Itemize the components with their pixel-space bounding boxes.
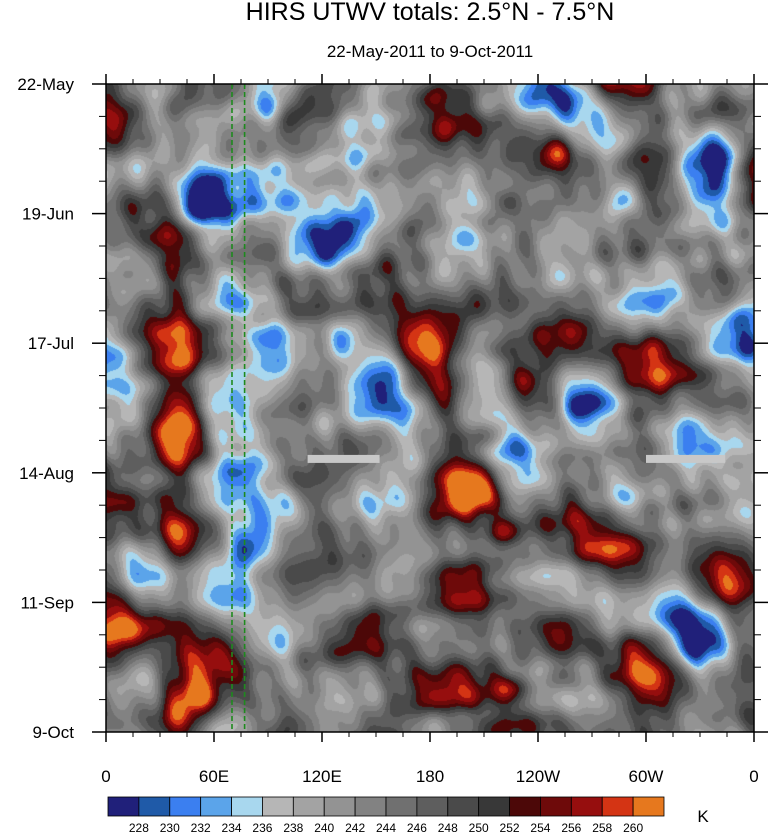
y-tick-label: 22-May	[17, 75, 74, 94]
chart-subtitle: 22-May-2011 to 9-Oct-2011	[327, 42, 533, 61]
x-axis: 0 60E 120E 180 120W 60W 0	[101, 74, 759, 786]
colorbar-swatch	[231, 796, 263, 817]
plot-area	[105, 83, 755, 733]
y-tick-label: 19-Jun	[22, 205, 74, 224]
colorbar-swatch	[447, 796, 480, 817]
colorbar-swatch	[323, 796, 356, 817]
colorbar-label: 250	[469, 821, 489, 834]
colorbar-swatch	[169, 796, 202, 817]
colorbar-label: 248	[438, 821, 458, 834]
x-tick-label: 60W	[629, 767, 664, 786]
missing-data-bar-2	[646, 454, 726, 463]
colorbar-label: 234	[222, 821, 242, 834]
y-tick-label: 14-Aug	[19, 464, 74, 483]
colorbar-swatch	[478, 796, 510, 817]
x-tick-label: 120E	[302, 767, 342, 786]
y-tick-label: 9-Oct	[32, 723, 74, 742]
x-tick-label: 120W	[516, 767, 560, 786]
colorbar-swatch	[354, 796, 387, 817]
colorbar-swatch	[601, 796, 634, 817]
colorbar: 228 230 232 234 236 238 240 242 244 246 248 250 252 2…	[107, 796, 665, 834]
colorbar-label: 246	[407, 821, 427, 834]
y-tick-label: 11-Sep	[20, 593, 74, 612]
colorbar-label: 238	[283, 821, 303, 834]
chart-title: HIRS UTWV totals: 2.5°N - 7.5°N	[246, 0, 615, 26]
colorbar-swatch	[107, 796, 140, 817]
x-tick-label: 0	[101, 767, 110, 786]
colorbar-swatch	[262, 796, 294, 817]
x-tick-label: 180	[416, 767, 444, 786]
colorbar-swatch	[570, 796, 603, 817]
colorbar-swatch	[509, 796, 541, 817]
x-tick-label: 0	[749, 767, 758, 786]
colorbar-swatch	[138, 796, 171, 817]
colorbar-label: 228	[129, 821, 149, 834]
heatmap-field	[106, 84, 754, 732]
colorbar-swatch	[540, 796, 572, 817]
y-tick-label: 17-Jul	[28, 334, 74, 353]
x-tick-label: 60E	[199, 767, 229, 786]
colorbar-label: 236	[252, 821, 272, 834]
colorbar-label: 258	[592, 821, 612, 834]
colorbar-label: 256	[561, 821, 581, 834]
colorbar-swatch	[632, 796, 665, 817]
colorbar-label: 244	[376, 821, 396, 834]
colorbar-label: 232	[191, 821, 211, 834]
colorbar-label: 254	[530, 821, 550, 834]
colorbar-label: 230	[160, 821, 180, 834]
colorbar-label: 260	[623, 821, 643, 834]
colorbar-label: 242	[345, 821, 365, 834]
colorbar-swatch	[200, 796, 232, 817]
colorbar-swatch	[385, 796, 418, 817]
colorbar-swatch	[416, 796, 449, 817]
colorbar-label: 240	[314, 821, 334, 834]
y-axis: 22-May 19-Jun 17-Jul 14-Aug 11-Sep 9-Oct	[17, 75, 768, 742]
colorbar-unit: K	[697, 807, 709, 826]
colorbar-swatch	[292, 796, 325, 817]
missing-data-bar-1	[307, 454, 380, 463]
colorbar-label: 252	[500, 821, 520, 834]
